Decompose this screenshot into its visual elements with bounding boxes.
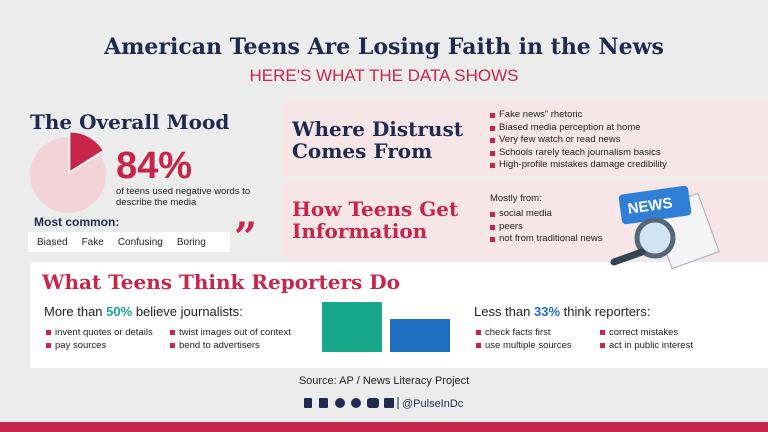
handle: @PulseInDc bbox=[402, 398, 464, 410]
news-label: NEWS bbox=[627, 195, 674, 218]
list-item: act in public interest bbox=[600, 339, 724, 352]
list-item: not from traditional news bbox=[490, 233, 603, 246]
social-icons bbox=[304, 397, 399, 409]
list-item: High-profile mistakes damage credibility bbox=[490, 159, 667, 172]
subtitle: HERE'S WHAT THE DATA SHOWS bbox=[249, 66, 519, 85]
text: believe journalists: bbox=[135, 304, 243, 319]
percent: 50% bbox=[106, 304, 133, 319]
icon bbox=[384, 398, 394, 408]
distrust-heading: Where Distrust Comes From bbox=[292, 117, 463, 163]
pie-remainder bbox=[70, 132, 103, 171]
icon bbox=[367, 398, 379, 408]
list-item: Very few watch or read news bbox=[490, 134, 667, 147]
bottom-strip bbox=[0, 422, 768, 432]
news-badge bbox=[618, 185, 692, 225]
list-item: Fake news” rhetoric bbox=[490, 109, 667, 122]
news-icon: NEWS bbox=[610, 185, 720, 270]
percent: 33% bbox=[534, 304, 561, 319]
common-label: Most common: bbox=[34, 215, 120, 229]
bar bbox=[390, 319, 450, 352]
list-item: peers bbox=[490, 221, 603, 234]
reporters-heading: What Teens Think Reporters Do bbox=[42, 270, 400, 294]
text: think reporters: bbox=[563, 304, 651, 319]
list-item: twist images out of context bbox=[170, 326, 294, 339]
text: More than bbox=[44, 304, 103, 319]
list-item: correct mistakes bbox=[600, 326, 724, 339]
source: Source: AP / News Literacy Project bbox=[298, 375, 470, 387]
quote-mark: ” bbox=[234, 214, 258, 261]
word: Biased bbox=[37, 236, 68, 248]
think-list: check facts first correct mistakes use mul… bbox=[476, 326, 724, 352]
magnifier bbox=[634, 217, 676, 259]
panel bbox=[283, 100, 768, 176]
list-item: invent quotes or details bbox=[46, 326, 170, 339]
word: Confusing bbox=[117, 236, 163, 248]
mood-heading: The Overall Mood bbox=[30, 110, 230, 134]
list-item: bend to advertisers bbox=[170, 339, 294, 352]
list-item: social media bbox=[490, 208, 603, 221]
list-item: Biased media perception at home bbox=[490, 122, 667, 135]
word: Boring bbox=[176, 236, 206, 248]
distrust-list: Fake news” rhetoric Biased media percepti… bbox=[490, 109, 667, 172]
icon bbox=[319, 398, 328, 408]
sources-heading: How Teens Get Information bbox=[292, 197, 459, 243]
mood-percent: 84% bbox=[116, 145, 193, 187]
list-item: check facts first bbox=[476, 326, 600, 339]
list-item: pay sources bbox=[46, 339, 170, 352]
pie-slice bbox=[29, 137, 106, 213]
title: American Teens Are Losing Faith in the N… bbox=[104, 34, 664, 60]
think-line: Less than 33% think reporters: bbox=[474, 304, 650, 319]
icon bbox=[351, 398, 361, 408]
word-row: Biased Fake Confusing Boring bbox=[28, 232, 230, 252]
list-item: Schools rarely teach journalism basics bbox=[490, 147, 667, 160]
believe-list: invent quotes or details twist images out… bbox=[46, 326, 294, 352]
icon bbox=[335, 398, 345, 408]
bar bbox=[322, 302, 382, 352]
believe-line: More than 50% believe journalists: bbox=[44, 304, 243, 319]
list-item: use multiple sources bbox=[476, 339, 600, 352]
text: Less than bbox=[474, 304, 531, 319]
handle bbox=[610, 248, 646, 266]
sources-intro: Mostly from: bbox=[490, 193, 542, 204]
mood-caption: of teens used negative words to describe… bbox=[116, 186, 251, 208]
sources-list: social media peers not from traditional ne… bbox=[490, 208, 603, 246]
word: Fake bbox=[81, 236, 104, 248]
icon bbox=[304, 398, 312, 408]
